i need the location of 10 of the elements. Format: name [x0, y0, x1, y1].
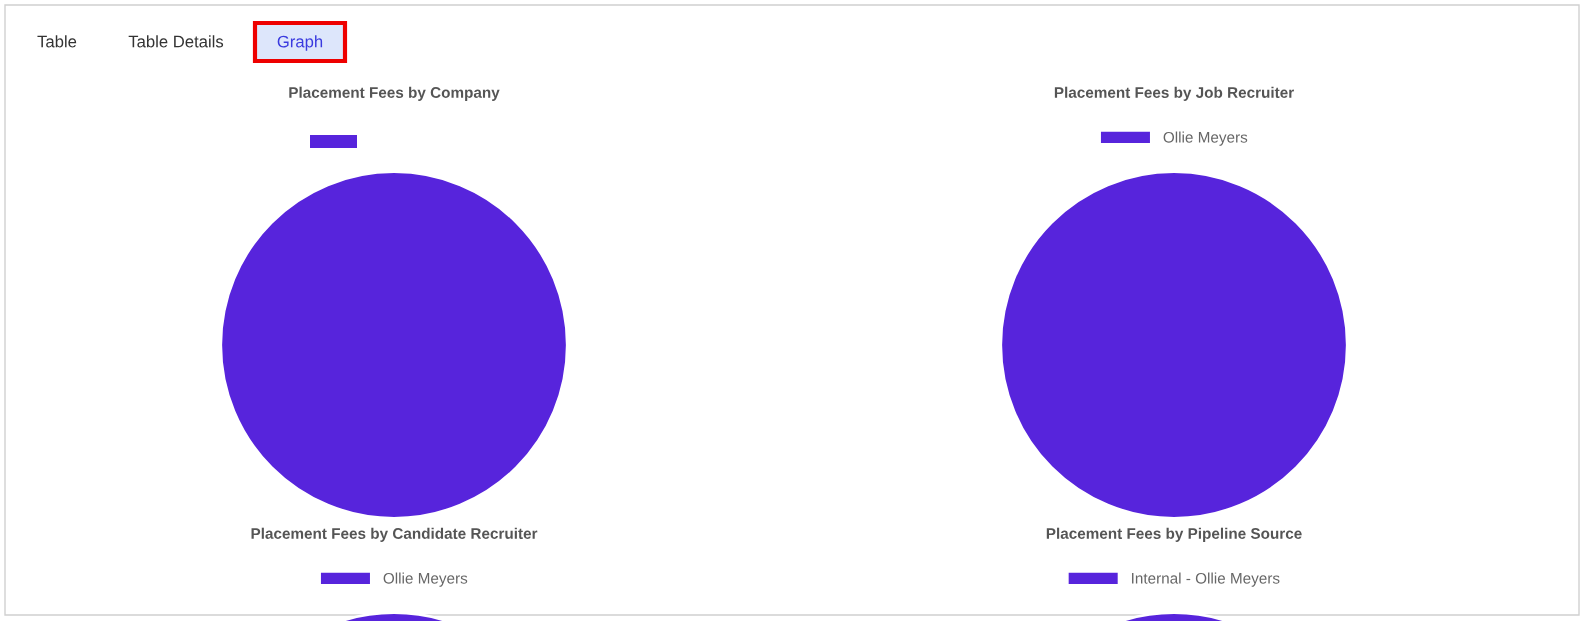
chart-title: Placement Fees by Candidate Recruiter	[251, 527, 538, 542]
chart-title: Placement Fees by Pipeline Source	[1046, 527, 1302, 542]
text: Table Details	[128, 35, 224, 48]
chart-title: Placement Fees by Company	[289, 86, 500, 101]
text: Table	[37, 35, 77, 48]
chart-title: Placement Fees by Job Recruiter	[1054, 86, 1294, 101]
legend-label: Ollie Meyers	[383, 572, 468, 587]
text: Graph	[277, 35, 323, 51]
legend-label: Internal - Ollie Meyers	[1132, 572, 1280, 587]
legend-label: Ollie Meyers	[1163, 131, 1248, 146]
